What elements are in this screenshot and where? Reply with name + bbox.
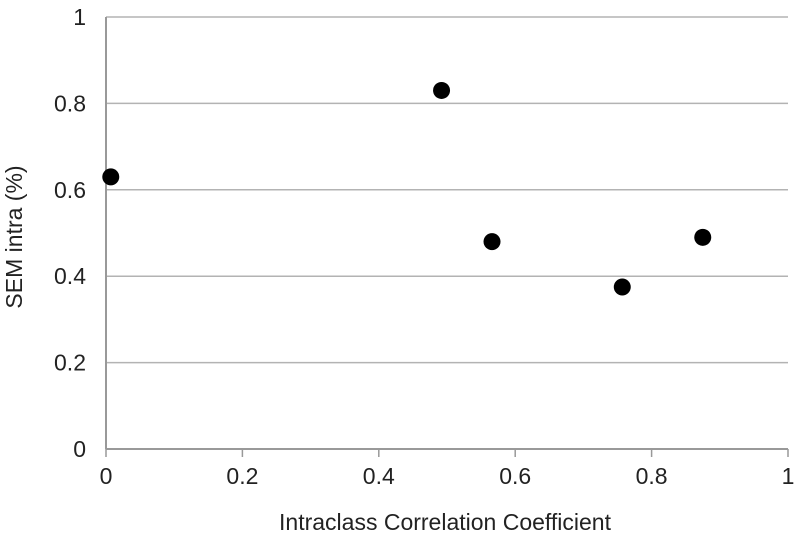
x-tick-label-0: 0 xyxy=(100,463,113,489)
y-tick-label-1: 0.2 xyxy=(54,350,86,376)
y-tick-label-4: 0.8 xyxy=(54,90,86,116)
y-tick-label-2: 0.4 xyxy=(54,263,86,289)
data-point-2 xyxy=(483,233,501,251)
x-tick-label-2: 0.4 xyxy=(363,463,395,489)
grid-lines xyxy=(106,16,788,364)
y-tick-label-3: 0.6 xyxy=(54,177,86,203)
data-point-1 xyxy=(433,81,451,99)
x-axis-title: Intraclass Correlation Coefficient xyxy=(279,509,612,535)
data-point-0 xyxy=(102,168,120,186)
data-points xyxy=(102,81,712,296)
x-tick-label-3: 0.6 xyxy=(499,463,531,489)
x-tick-label-1: 0.2 xyxy=(226,463,258,489)
x-tick-label-4: 0.8 xyxy=(636,463,668,489)
x-tick-labels: 0 0.2 0.4 0.6 0.8 1 xyxy=(100,449,795,489)
data-point-3 xyxy=(613,278,631,296)
y-axis-title: SEM intra (%) xyxy=(1,165,27,308)
data-point-4 xyxy=(694,228,712,246)
axes xyxy=(105,17,788,450)
y-tick-labels: 0 0.2 0.4 0.6 0.8 1 xyxy=(54,4,86,462)
x-tick-label-5: 1 xyxy=(782,463,795,489)
y-tick-label-0: 0 xyxy=(73,436,86,462)
y-tick-label-5: 1 xyxy=(73,4,86,30)
